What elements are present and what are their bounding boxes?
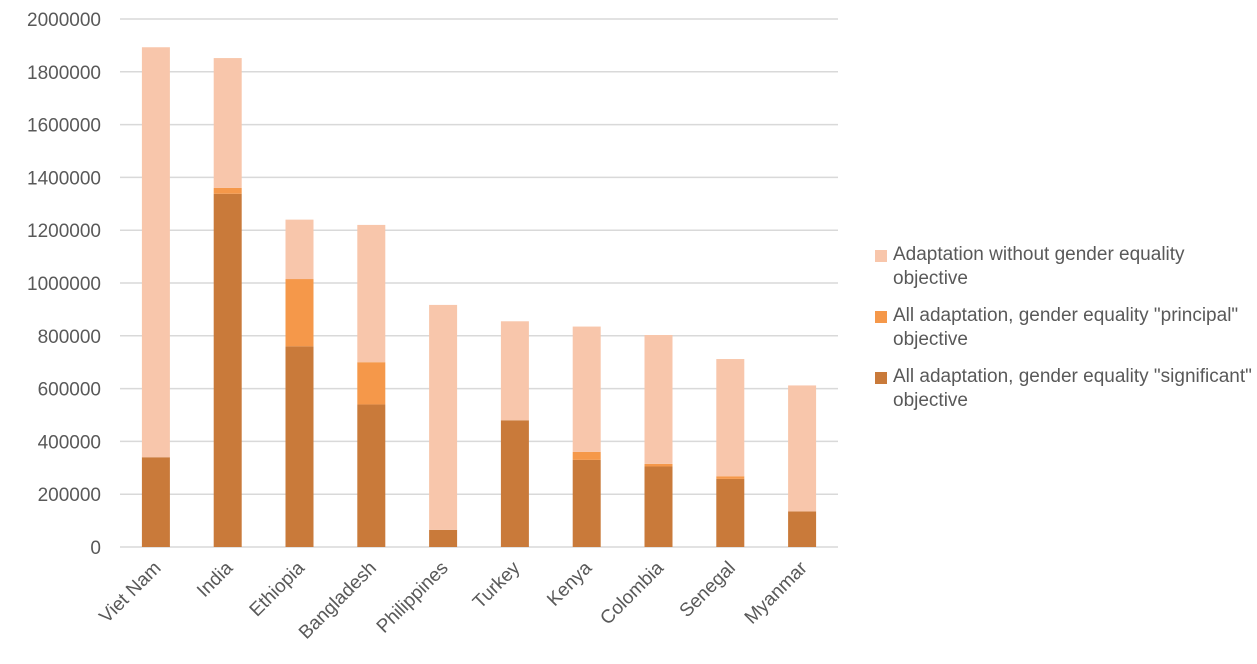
bar-segment — [716, 476, 745, 479]
bar-segment — [141, 47, 170, 458]
bar-segment — [644, 335, 673, 464]
x-tick-label: Bangladesh — [295, 558, 381, 644]
y-tick-label: 200000 — [38, 485, 101, 506]
legend-item: All adaptation, gender equality "princip… — [875, 304, 1255, 352]
bar-segment — [213, 193, 242, 547]
bars — [141, 47, 817, 547]
bar-segment — [285, 346, 314, 547]
bar-segment — [429, 304, 458, 530]
y-tick-label: 1800000 — [27, 63, 101, 84]
bar-segment — [716, 359, 745, 477]
x-tick-label: Kenya — [543, 557, 596, 610]
bar-segment — [500, 420, 529, 547]
bar-segment — [285, 279, 314, 347]
x-tick-label: Myanmar — [741, 557, 812, 628]
y-tick-label: 2000000 — [27, 10, 101, 31]
legend-label: All adaptation, gender equality "signifi… — [893, 366, 1252, 411]
legend-item: All adaptation, gender equality "signifi… — [875, 365, 1255, 413]
x-tick-label: Viet Nam — [96, 558, 166, 628]
y-tick-label: 800000 — [38, 327, 101, 348]
legend-swatch — [875, 372, 887, 384]
legend-item: Adaptation without gender equality objec… — [875, 243, 1255, 291]
x-tick-label: Turkey — [469, 557, 525, 613]
bar-segment — [788, 511, 817, 547]
x-tick-label: Senegal — [676, 558, 740, 622]
bar-segment — [213, 187, 242, 194]
x-tick-label: Ethiopia — [246, 557, 310, 621]
y-tick-label: 400000 — [38, 432, 101, 453]
bar-segment — [357, 224, 386, 363]
y-tick-label: 1000000 — [27, 274, 101, 295]
y-tick-label: 0 — [90, 538, 101, 559]
y-tick-label: 600000 — [38, 380, 101, 401]
bar-segment — [644, 466, 673, 547]
legend-swatch — [875, 311, 887, 323]
bar-segment — [572, 326, 601, 452]
legend-swatch — [875, 250, 887, 262]
y-axis-ticks: 0 200000 400000 600000 800000 1000000 1200000 1… — [27, 10, 101, 559]
bar-segment — [357, 362, 386, 405]
bar-segment — [357, 404, 386, 547]
bar-segment — [500, 321, 529, 421]
y-tick-label: 1200000 — [27, 221, 101, 242]
bar-segment — [572, 459, 601, 547]
legend: Adaptation without gender equality objec… — [875, 243, 1255, 426]
bar-segment — [141, 457, 170, 547]
bar-segment — [213, 58, 242, 188]
legend-label: All adaptation, gender equality "princip… — [893, 305, 1239, 350]
x-axis-ticks: Viet Nam India EthiopiaBangladeshPhilippin… — [96, 557, 813, 643]
x-tick-label: India — [193, 557, 237, 601]
x-tick-label: Colombia — [596, 557, 668, 629]
bar-segment — [644, 463, 673, 467]
bar-segment — [716, 478, 745, 547]
y-tick-label: 1600000 — [27, 116, 101, 137]
stacked-bar-chart: 0 200000 400000 600000 800000 1000000 1200000 1… — [27, 10, 838, 644]
legend-label: Adaptation without gender equality objec… — [893, 244, 1185, 289]
bar-segment — [572, 451, 601, 460]
bar-segment — [788, 385, 817, 512]
x-tick-label: Philippines — [373, 558, 453, 638]
bar-segment — [429, 529, 458, 547]
y-tick-label: 1400000 — [27, 168, 101, 189]
bar-segment — [285, 219, 314, 280]
